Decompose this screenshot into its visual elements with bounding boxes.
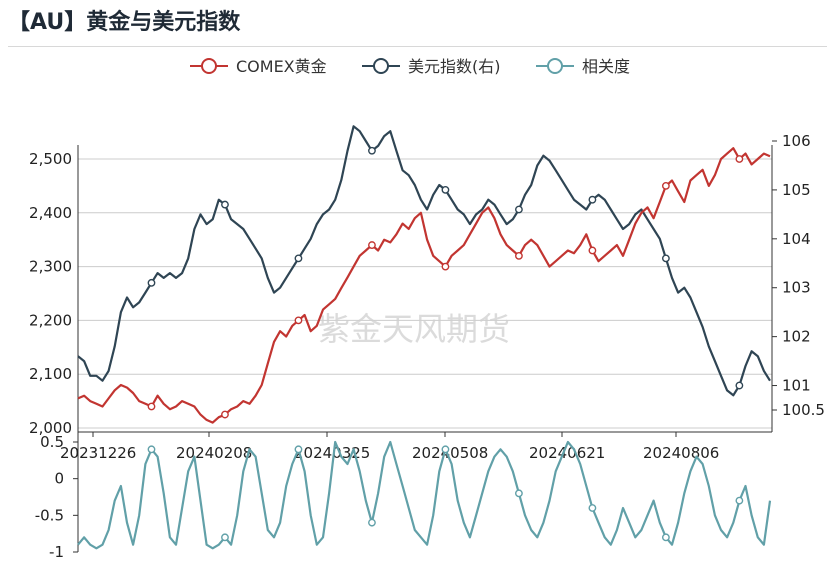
- corr-tick-label: -1: [49, 543, 64, 561]
- correlation-point: [661, 533, 670, 542]
- left-tick-label: 2,300: [29, 258, 72, 276]
- x-tick-label: 20240508: [412, 444, 488, 462]
- right-tick-label: 102: [782, 328, 811, 346]
- left-tick-label: 2,200: [29, 311, 72, 329]
- corr-tick-label: 0: [54, 470, 64, 488]
- marker-layer: [147, 146, 744, 542]
- legend-label: COMEX黄金: [236, 57, 327, 76]
- legend-swatch-marker: [373, 58, 389, 74]
- right-tick-label: 105: [782, 181, 811, 199]
- right-tick-label: 106: [782, 132, 811, 150]
- title-divider: [8, 46, 827, 47]
- axes: 2,000 2,100 2,200 2,300 2,400 2,500 100.5 101 10…: [29, 132, 825, 561]
- usd-index-point: [147, 278, 156, 287]
- correlation-point: [515, 489, 523, 498]
- usd-index-point: [368, 146, 376, 155]
- usd-index-point: [441, 186, 450, 194]
- correlation-point: [735, 496, 744, 505]
- right-tick-label: 101: [782, 377, 811, 395]
- comex-gold-point: [221, 410, 229, 419]
- comex-gold-point: [735, 155, 744, 163]
- legend-swatch-marker: [547, 58, 563, 74]
- comex-gold-point: [588, 246, 597, 255]
- right-tick-label: 104: [782, 230, 811, 248]
- correlation-point: [221, 533, 229, 542]
- right-tick-label: 103: [782, 279, 811, 297]
- series-layer: [77, 125, 772, 550]
- correlation-point: [294, 445, 303, 454]
- usd-index-point: [735, 381, 744, 390]
- legend-label: 美元指数(右): [408, 57, 501, 76]
- comex-gold-point: [294, 316, 303, 325]
- left-tick-label: 2,000: [29, 419, 72, 437]
- usd-index-point: [221, 200, 229, 209]
- chart-title: 【AU】黄金与美元指数: [8, 10, 241, 35]
- correlation-point: [147, 445, 156, 454]
- corr-tick-label: -0.5: [35, 506, 64, 524]
- corr-tick-label: 0.5: [40, 433, 64, 451]
- comex-gold-point: [441, 262, 450, 271]
- watermark: 紫金天风期货: [318, 310, 510, 348]
- right-tick-label: 100.5: [782, 401, 825, 419]
- legend[interactable]: COMEX黄金 美元指数(右) 相关度: [190, 57, 630, 76]
- correlation-point: [441, 445, 450, 454]
- x-tick-label: 20240621: [529, 444, 605, 462]
- correlation-line: [77, 440, 772, 550]
- left-tick-label: 2,400: [29, 204, 72, 222]
- usd-index-line: [77, 125, 771, 397]
- comex-gold-point: [515, 251, 523, 260]
- left-tick-label: 2,100: [29, 365, 72, 383]
- usd-index-point: [661, 254, 670, 263]
- usd-index-point: [515, 205, 523, 214]
- comex-gold-point: [147, 402, 156, 411]
- correlation-point: [588, 504, 597, 512]
- x-tick-label: 20231226: [60, 444, 136, 462]
- comex-gold-point: [368, 241, 376, 249]
- legend-label: 相关度: [582, 57, 630, 76]
- grid: [78, 158, 772, 429]
- comex-gold-point: [661, 181, 670, 190]
- x-tick-label: 20240806: [643, 444, 719, 462]
- x-tick-label: 20240208: [176, 444, 252, 462]
- legend-swatch-marker: [201, 58, 217, 74]
- comex-gold-line: [77, 147, 771, 424]
- correlation-point: [368, 518, 376, 527]
- usd-index-point: [588, 195, 597, 204]
- usd-index-point: [294, 254, 303, 263]
- left-tick-label: 2,500: [29, 150, 72, 168]
